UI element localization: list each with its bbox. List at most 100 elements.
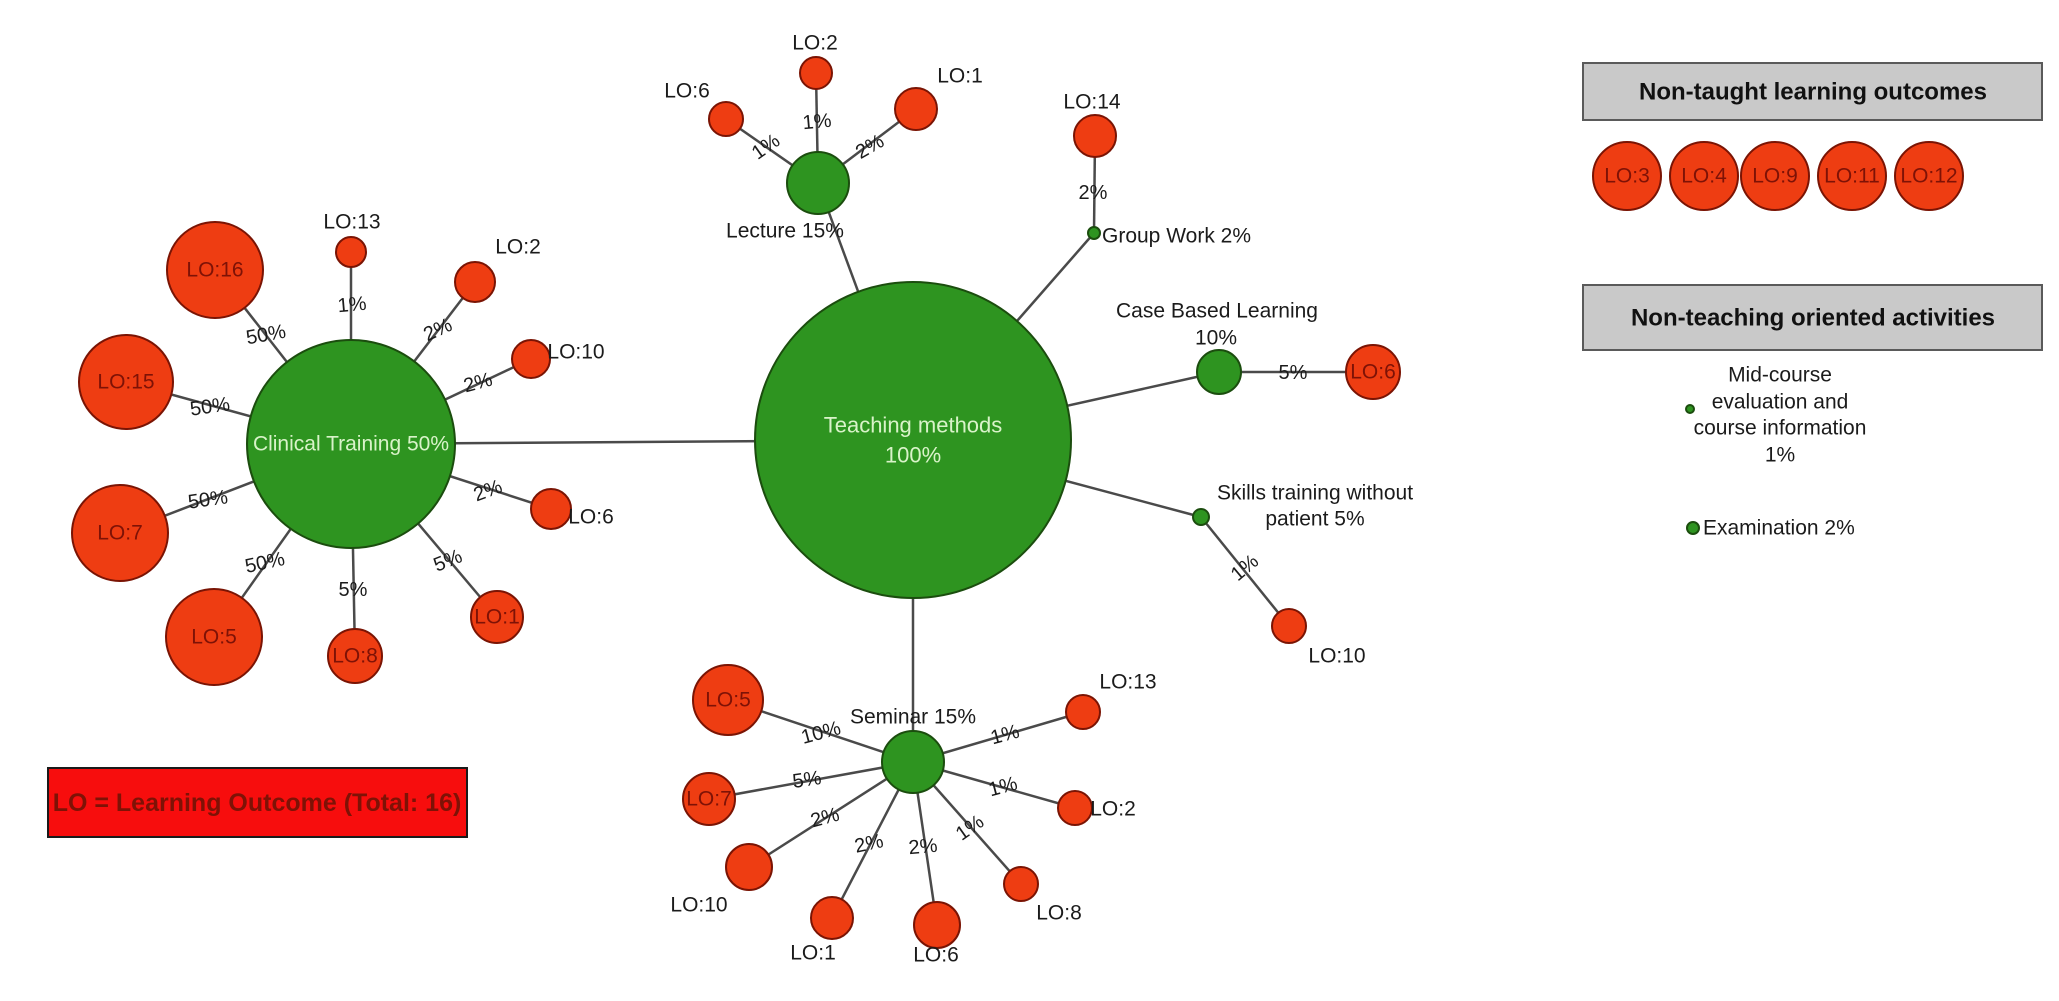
node-clinical-training-lo5: [165, 588, 263, 686]
node-lecture: [786, 151, 850, 215]
skills-training-without-patient-label: Skills training without: [1217, 482, 1413, 505]
node-case-based-learning: [1196, 349, 1242, 395]
node-skills-training-without-patient: [1192, 508, 1210, 526]
node-clinical-training-lo8: [327, 628, 383, 684]
seminar-lo10-label: LO:10: [670, 894, 727, 917]
node-seminar-lo7: [682, 772, 736, 826]
teaching-methods-pct-label: 100%: [885, 443, 941, 468]
node-clinical-training-lo10: [511, 339, 551, 379]
non-taught-lo9-label: LO:9: [1752, 165, 1798, 188]
skills-training-without-patient-lo10-label: LO:10: [1308, 645, 1365, 668]
clinical-training-lo13-label: LO:13: [323, 211, 380, 234]
clinical-training-lo8-pct-label: 5%: [339, 579, 368, 601]
clinical-training-lo10-label: LO:10: [547, 341, 604, 364]
non-taught-outcomes-title: Non-taught learning outcomes: [1639, 79, 1987, 106]
seminar-lo2-pct-label: 1%: [986, 773, 1020, 802]
group-work-lo14-pct-label: 2%: [1079, 182, 1108, 204]
node-non-taught-lo11: [1817, 141, 1887, 211]
node-seminar-lo2: [1057, 790, 1093, 826]
clinical-training-lo8-label: LO:8: [332, 645, 378, 668]
mid-course-label-line: 1%: [1765, 444, 1795, 467]
clinical-training-lo13-pct-label: 1%: [337, 293, 368, 317]
node-mid-course-dot: [1685, 404, 1695, 414]
mid-course-label-line: evaluation and: [1712, 391, 1849, 414]
seminar-lo1-label: LO:1: [790, 942, 836, 965]
clinical-training-lo7-pct-label: 50%: [187, 486, 230, 513]
non-taught-lo12-label: LO:12: [1900, 165, 1957, 188]
lecture-lo6-pct-label: 1%: [748, 130, 784, 165]
node-seminar-lo13: [1065, 694, 1101, 730]
non-taught-lo4-label: LO:4: [1681, 165, 1727, 188]
node-clinical-training: [246, 339, 456, 549]
seminar-lo13-pct-label: 1%: [988, 721, 1022, 750]
node-clinical-training-lo1: [470, 590, 524, 644]
clinical-training-lo2-label: LO:2: [495, 236, 541, 259]
node-seminar-lo10: [725, 843, 773, 891]
non-teaching-activities-header-box: [1582, 284, 2043, 351]
node-case-based-learning-lo6: [1345, 344, 1401, 400]
case-based-learning-lo6-pct-label: 5%: [1279, 362, 1308, 384]
lecture-lo1-label: LO:1: [937, 65, 983, 88]
lecture-lo2-pct-label: 1%: [802, 110, 833, 134]
node-clinical-training-lo7: [71, 484, 169, 582]
non-taught-lo3-label: LO:3: [1604, 165, 1650, 188]
node-seminar: [881, 730, 945, 794]
node-lecture-lo6: [708, 101, 744, 137]
examination-label: Examination 2%: [1703, 517, 1855, 540]
lecture-lo6-label: LO:6: [664, 80, 710, 103]
clinical-training-lo6-pct-label: 2%: [471, 476, 506, 507]
node-group-work-lo14: [1073, 114, 1117, 158]
skills-training-without-patient-label: patient 5%: [1265, 508, 1364, 531]
seminar-lo8-label: LO:8: [1036, 902, 1082, 925]
clinical-training-lo15-label: LO:15: [97, 371, 154, 394]
node-teaching-methods: [754, 281, 1072, 599]
edge-seminar-to-lo7: [708, 760, 914, 801]
node-seminar-lo5: [692, 664, 764, 736]
seminar-lo6-pct-label: 2%: [908, 835, 939, 859]
seminar-lo10-pct-label: 2%: [808, 804, 842, 833]
group-work-label: Group Work 2%: [1102, 225, 1251, 248]
seminar-label: Seminar 15%: [850, 706, 976, 729]
seminar-lo6-label: LO:6: [913, 944, 959, 967]
seminar-lo13-label: LO:13: [1099, 671, 1156, 694]
nodes-layer: [47, 56, 2043, 949]
lecture-label: Lecture 15%: [726, 220, 844, 243]
non-taught-lo11-label: LO:11: [1824, 165, 1880, 188]
clinical-training-label: Clinical Training 50%: [253, 433, 449, 456]
clinical-training-lo15-pct-label: 50%: [189, 393, 232, 420]
case-based-learning-lo6-label: LO:6: [1350, 361, 1396, 384]
node-seminar-lo1: [810, 896, 854, 940]
node-non-taught-lo12: [1894, 141, 1964, 211]
node-clinical-training-lo6: [530, 488, 572, 530]
mid-course-label-line: course information: [1694, 417, 1867, 440]
case-based-learning-label: Case Based Learning: [1116, 300, 1318, 323]
node-clinical-training-lo13: [335, 236, 367, 268]
non-teaching-activities-title: Non-teaching oriented activities: [1631, 305, 1995, 332]
clinical-training-lo2-pct-label: 2%: [420, 314, 456, 346]
node-lecture-lo2: [799, 56, 833, 90]
clinical-training-lo6-label: LO:6: [568, 506, 614, 529]
lo-note-label: LO = Learning Outcome (Total: 16): [53, 789, 462, 817]
seminar-lo5-label: LO:5: [705, 689, 751, 712]
edge-seminar-to-lo10: [748, 760, 914, 869]
node-seminar-lo8: [1003, 866, 1039, 902]
seminar-lo7-pct-label: 5%: [791, 767, 823, 793]
node-non-taught-lo4: [1669, 141, 1739, 211]
node-non-taught-lo3: [1592, 141, 1662, 211]
clinical-training-lo16-pct-label: 50%: [244, 321, 287, 350]
node-examination-dot: [1686, 521, 1700, 535]
clinical-training-lo5-label: LO:5: [191, 626, 237, 649]
group-work-lo14-label: LO:14: [1063, 91, 1121, 114]
seminar-lo7-label: LO:7: [686, 788, 732, 811]
clinical-training-lo5-pct-label: 50%: [243, 548, 287, 578]
node-clinical-training-lo2: [454, 261, 496, 303]
seminar-lo1-pct-label: 2%: [853, 830, 886, 858]
clinical-training-lo10-pct-label: 2%: [461, 369, 495, 398]
clinical-training-lo1-label: LO:1: [474, 606, 520, 629]
mid-course-label-line: Mid-course: [1728, 364, 1832, 387]
edge-skills-training-without-patient-to-lo10: [1200, 516, 1290, 627]
node-clinical-training-lo15: [78, 334, 174, 430]
seminar-lo2-label: LO:2: [1090, 798, 1136, 821]
